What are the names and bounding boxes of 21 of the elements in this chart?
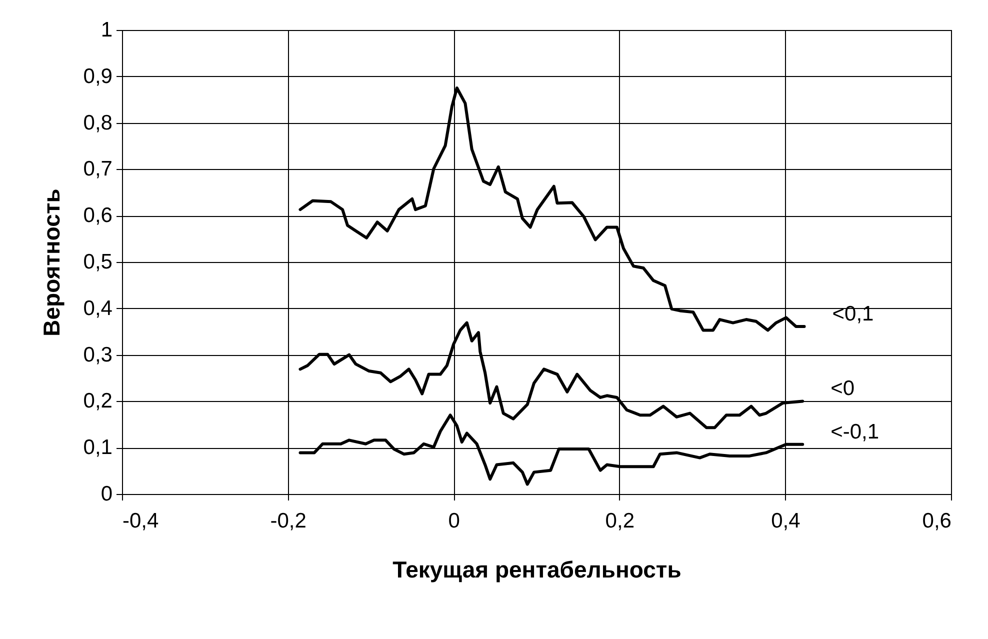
y-tick-label: 0,6 — [83, 204, 112, 228]
x-tick-label: 0,4 — [771, 510, 801, 532]
y-tick-label: 0,3 — [83, 343, 112, 366]
x-axis-title: Текущая рентабельность — [392, 556, 682, 582]
y-tick-label: 0,8 — [83, 111, 112, 134]
x-tick-label: -0,4 — [122, 510, 160, 532]
y-tick-label: 0,2 — [83, 390, 112, 413]
y-tick-label: 0,1 — [83, 436, 112, 460]
y-tick-label: 0,9 — [83, 64, 112, 88]
x-tick-label: 0 — [448, 510, 460, 532]
x-tick-label: 0,6 — [922, 510, 952, 532]
y-tick-label: 0 — [100, 482, 112, 506]
x-tick-label: 0,2 — [605, 510, 634, 532]
series-label: <0 — [830, 377, 855, 400]
y-tick-label: 1 — [100, 18, 112, 42]
y-tick-label: 0,4 — [83, 296, 113, 320]
y-axis-title: Вероятность — [38, 188, 64, 336]
series-label: <-0,1 — [830, 420, 880, 444]
x-tick-label: -0,2 — [270, 510, 306, 532]
y-tick-label: 0,5 — [83, 250, 112, 274]
y-tick-label: 0,7 — [83, 158, 112, 181]
